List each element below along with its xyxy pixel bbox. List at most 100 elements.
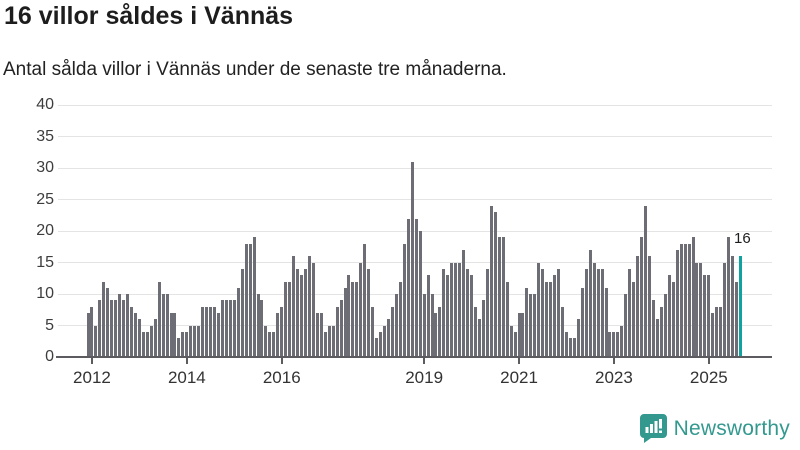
bar	[723, 262, 727, 357]
bar	[572, 338, 576, 357]
bar	[450, 262, 454, 357]
bar	[169, 312, 173, 357]
bar	[418, 231, 422, 357]
bar	[264, 325, 268, 357]
bar	[628, 268, 632, 357]
bar	[110, 300, 114, 357]
bar	[296, 268, 300, 357]
bar	[580, 287, 584, 357]
bar	[98, 300, 102, 357]
bar	[624, 294, 628, 357]
bar	[525, 287, 529, 357]
bar	[442, 268, 446, 357]
bar	[600, 268, 604, 357]
bar	[244, 243, 248, 357]
bar	[367, 268, 371, 357]
bar	[454, 262, 458, 357]
bar	[359, 262, 363, 357]
bar	[489, 206, 493, 357]
bar	[90, 306, 94, 357]
bar	[485, 268, 489, 357]
bar	[216, 312, 220, 357]
bar	[711, 312, 715, 357]
bar	[703, 275, 707, 357]
bar	[347, 275, 351, 357]
bar	[371, 306, 375, 357]
bar	[470, 275, 474, 357]
y-axis-tick-label: 35	[36, 127, 54, 145]
x-axis-tick-label: 2023	[595, 368, 633, 387]
bar	[549, 281, 553, 357]
bar	[509, 325, 513, 357]
bar	[537, 262, 541, 357]
bar	[86, 312, 90, 357]
bar	[307, 256, 311, 357]
bar	[564, 331, 568, 357]
y-gridline	[58, 199, 772, 201]
bar	[667, 275, 671, 357]
bar	[434, 312, 438, 357]
bar	[529, 294, 533, 357]
bar	[592, 262, 596, 357]
bar	[161, 294, 165, 357]
bar	[588, 250, 592, 357]
bar	[596, 268, 600, 357]
bar	[288, 281, 292, 357]
bar	[197, 325, 201, 357]
y-gridline	[58, 136, 772, 138]
bar	[205, 306, 209, 357]
y-axis-tick-label: 40	[36, 96, 54, 114]
bar	[165, 294, 169, 357]
bar	[331, 325, 335, 357]
bar	[735, 281, 739, 357]
bar	[640, 237, 644, 357]
bar	[466, 268, 470, 357]
bar	[355, 281, 359, 357]
bar	[430, 294, 434, 357]
bar	[727, 237, 731, 357]
bar	[351, 281, 355, 357]
bar	[122, 300, 126, 357]
bar	[636, 256, 640, 357]
bar	[648, 256, 652, 357]
bar	[232, 300, 236, 357]
bar	[644, 206, 648, 357]
bar	[284, 281, 288, 357]
bar	[493, 212, 497, 357]
bar	[695, 262, 699, 357]
bar	[422, 294, 426, 357]
bar	[584, 268, 588, 357]
bar	[213, 306, 217, 357]
bar	[260, 300, 264, 357]
bar	[228, 300, 232, 357]
bar	[426, 275, 430, 357]
bar	[462, 250, 466, 357]
bar	[390, 306, 394, 357]
bar	[576, 319, 580, 357]
bar	[300, 275, 304, 357]
bar	[561, 306, 565, 357]
bar	[398, 281, 402, 357]
bar	[185, 331, 189, 357]
bar	[687, 243, 691, 357]
x-axis-tick-label: 2012	[73, 368, 111, 387]
bar	[133, 312, 137, 357]
bar	[303, 268, 307, 357]
x-axis-tick	[423, 358, 426, 364]
y-axis-tick-label: 5	[45, 316, 54, 334]
bar	[699, 262, 703, 357]
bar	[671, 281, 675, 357]
bar	[719, 306, 723, 357]
newsworthy-logo-text: Newsworthy	[673, 416, 790, 440]
bar	[319, 312, 323, 357]
bar	[659, 306, 663, 357]
bar	[256, 294, 260, 357]
x-axis-tick	[518, 358, 521, 364]
bar	[481, 300, 485, 357]
bar	[375, 338, 379, 357]
bar	[106, 287, 110, 357]
bar	[541, 268, 545, 357]
bar	[268, 331, 272, 357]
bar	[505, 281, 509, 357]
